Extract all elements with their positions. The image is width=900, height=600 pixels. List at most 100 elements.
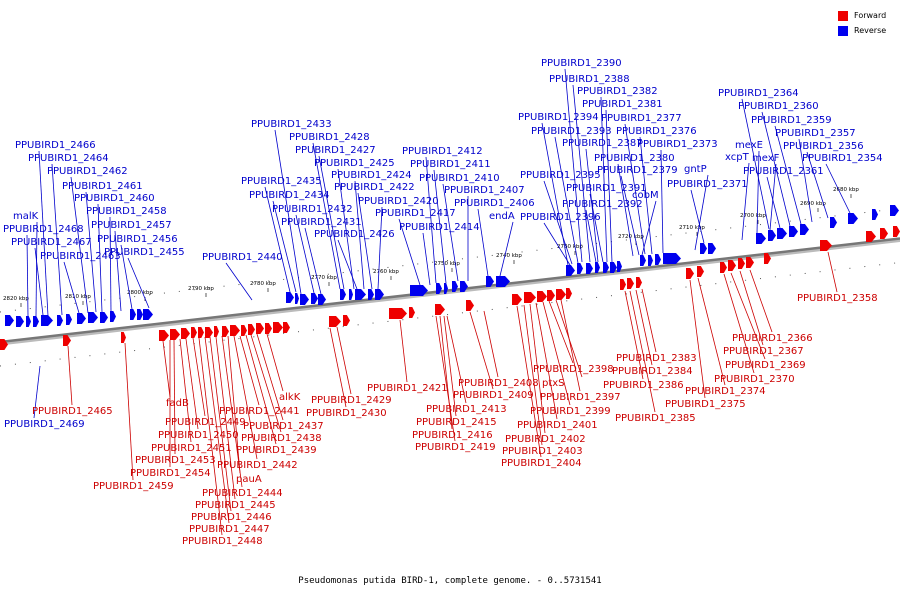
gene-arrow-reverse-ppubird1-2433-17[interactable]	[311, 293, 318, 304]
gene-arrow-reverse-ppubird1-2425-23[interactable]	[375, 289, 384, 300]
gene-arrow-forward-ppubird1-2465-0[interactable]	[0, 339, 8, 350]
gene-arrow-forward-ppubird1-2444-12[interactable]	[241, 325, 247, 336]
gene-arrow-forward-ppubird1-2374-42[interactable]	[880, 228, 888, 239]
leader-ppubird1-2420	[377, 206, 383, 290]
gene-arrow-reverse-ppubird1-2468-1[interactable]	[16, 316, 24, 327]
gene-arrow-reverse-ppubird1-2381-45[interactable]	[768, 230, 776, 241]
gene-arrow-reverse-ppubird1-2455-13[interactable]	[143, 309, 153, 320]
leader-ppubird1-2408	[483, 310, 499, 378]
gene-arrow-reverse-ppubird1-2391-40[interactable]	[655, 254, 661, 265]
gene-arrow-reverse-ppubird1-2388-42[interactable]	[700, 243, 707, 254]
gene-arrow-forward-ppubird1-2404-29[interactable]	[566, 288, 572, 299]
gene-arrow-reverse-ppubird1-2464-5[interactable]	[57, 315, 63, 326]
gene-arrow-reverse-ppubird1-2440-14[interactable]	[286, 292, 294, 303]
gene-arrow-reverse-ppubird1-2412-29[interactable]	[486, 276, 494, 287]
gene-arrow-reverse-ppubird1-2434-16[interactable]	[300, 294, 309, 305]
gene-arrow-reverse-ppubird1-2414-28[interactable]	[460, 281, 468, 292]
gene-arrow-forward-ppubird1-2430-20[interactable]	[389, 308, 407, 319]
gene-arrow-forward-ppubird1-2408-28[interactable]	[556, 289, 566, 300]
gene-arrow-forward-ppubird1-2449-7[interactable]	[198, 327, 204, 338]
gene-arrow-forward-ppubird1-2447-9[interactable]	[214, 326, 219, 337]
gene-arrow-reverse-malk-2[interactable]	[26, 316, 31, 327]
gene-arrow-forward-paua-13[interactable]	[248, 324, 255, 335]
gene-arrow-reverse-ppubird1-2469-0[interactable]	[5, 315, 14, 326]
gene-arrow-reverse-ppubird1-2410-31[interactable]	[566, 265, 575, 276]
gene-arrow-reverse-enda-34[interactable]	[595, 262, 600, 273]
gene-arrow-forward-ppubird1-2450-6[interactable]	[191, 327, 197, 338]
gene-arrow-forward-ppubird1-2446-10[interactable]	[222, 326, 229, 337]
gene-arrow-forward-ppubird1-2438-17[interactable]	[283, 322, 290, 333]
gene-arrow-reverse-ppubird1-2392-39[interactable]	[648, 255, 653, 266]
gene-arrow-forward-alkk-19[interactable]	[343, 315, 350, 326]
gene-arrow-forward-ppubird1-2401-32[interactable]	[636, 277, 642, 288]
gene-arrow-reverse-ppubird1-2406-33[interactable]	[586, 263, 593, 274]
gene-arrow-forward-ppubird1-2429-21[interactable]	[409, 307, 415, 318]
gene-arrow-forward-ppubird1-2439-16[interactable]	[273, 322, 283, 333]
gene-arrow-reverse-ppubird1-2395-36[interactable]	[610, 262, 617, 273]
gene-arrow-reverse-ppubird1-2382-44[interactable]	[756, 233, 766, 244]
gene-arrow-reverse-ppubird1-2458-10[interactable]	[110, 311, 116, 322]
gene-arrow-forward-ppubird1-2441-15[interactable]	[265, 323, 272, 334]
gene-arrow-forward-ppubird1-2383-40[interactable]	[820, 240, 832, 251]
gene-arrow-reverse-ppubird1-2390-41[interactable]	[663, 253, 681, 264]
gene-arrow-reverse-ppubird1-2380-46[interactable]	[777, 228, 787, 239]
gene-arrow-reverse-ppubird1-2387-43[interactable]	[708, 243, 716, 254]
gene-arrow-forward-ppubird1-2453-4[interactable]	[170, 329, 180, 340]
gene-arrow-reverse-ppubird1-2411-30[interactable]	[496, 276, 510, 287]
gene-arrow-reverse-ppubird1-2432-18[interactable]	[318, 294, 326, 305]
gene-arrow-reverse-ppubird1-2417-27[interactable]	[452, 281, 458, 292]
gene-arrow-forward-ppubird1-2451-5[interactable]	[181, 328, 190, 339]
gene-arrow-forward-ppubird1-2386-37[interactable]	[738, 258, 745, 269]
gene-arrow-reverse-ppubird1-2424-24[interactable]	[410, 285, 428, 296]
gene-arrow-forward-ppubird1-2448-8[interactable]	[205, 327, 213, 338]
gene-arrow-forward-ppubird1-2409-27[interactable]	[547, 290, 555, 301]
gene-arrow-forward-ppubird1-2419-23[interactable]	[466, 300, 474, 311]
gene-arrow-reverse-ppubird1-2462-7[interactable]	[77, 313, 86, 324]
gene-arrow-reverse-ppubird1-2467-3[interactable]	[33, 316, 39, 327]
gene-arrow-reverse-ppubird1-2396-35[interactable]	[603, 262, 609, 273]
gene-arrow-forward-fadb-2[interactable]	[121, 332, 126, 343]
gene-arrow-forward-ppubird1-2415-25[interactable]	[524, 292, 536, 303]
gene-arrow-forward-ptxs-35[interactable]	[720, 262, 727, 273]
gene-arrow-reverse-ppubird1-2427-21[interactable]	[355, 289, 366, 300]
gene-arrow-forward-ppubird1-2437-18[interactable]	[329, 316, 341, 327]
gene-arrow-forward-ppubird1-2421-22[interactable]	[435, 304, 445, 315]
gene-arrow-reverse-ppubird1-2407-32[interactable]	[577, 263, 583, 274]
gene-arrow-reverse-ppubird1-2422-25[interactable]	[436, 283, 442, 294]
gene-arrow-reverse-ppubird1-2463-6[interactable]	[66, 314, 72, 325]
gene-arrow-reverse-ppubird1-2426-22[interactable]	[368, 289, 374, 300]
gene-arrow-forward-ppubird1-2445-11[interactable]	[230, 325, 240, 336]
gene-arrow-reverse-ppubird1-2373-51[interactable]	[872, 209, 878, 220]
gene-arrows[interactable]	[0, 205, 900, 350]
gene-arrow-reverse-ppubird1-2457-11[interactable]	[130, 309, 136, 320]
gene-arrow-forward-ppubird1-2385-38[interactable]	[746, 257, 754, 268]
gene-arrow-forward-ppubird1-2413-26[interactable]	[537, 291, 547, 302]
gene-arrow-reverse-ppubird1-2393-38[interactable]	[640, 255, 646, 266]
gene-arrow-reverse-ppubird1-2460-9[interactable]	[100, 312, 108, 323]
gene-arrow-forward-ppubird1-2399-33[interactable]	[686, 268, 694, 279]
gene-arrow-forward-ppubird1-2398-34[interactable]	[697, 266, 704, 277]
gene-arrow-forward-ppubird1-2416-24[interactable]	[512, 294, 522, 305]
gene-arrow-forward-ppubird1-2384-39[interactable]	[764, 253, 771, 264]
gene-arrow-reverse-ppubird1-2428-20[interactable]	[349, 289, 353, 300]
gene-arrow-reverse-ppubird1-2377-49[interactable]	[830, 217, 837, 228]
gene-arrow-reverse-ppubird1-2394-37[interactable]	[617, 261, 622, 272]
gene-arrow-forward-ppubird1-2454-3[interactable]	[159, 330, 169, 341]
gene-arrow-reverse-ppubird1-2435-15[interactable]	[295, 293, 299, 304]
gene-arrow-reverse-gntp-52[interactable]	[890, 205, 899, 216]
gene-arrow-reverse-ppubird1-2466-4[interactable]	[41, 315, 53, 326]
gene-arrow-forward-ppubird1-2442-14[interactable]	[256, 323, 264, 334]
gene-arrow-forward-ppubird1-2459-1[interactable]	[63, 335, 71, 346]
gene-arrow-reverse-ppubird1-2420-26[interactable]	[444, 283, 448, 294]
gene-arrow-reverse-ppubird1-2376-50[interactable]	[848, 213, 858, 224]
gene-arrow-reverse-ppubird1-2431-19[interactable]	[340, 289, 346, 300]
gene-arrow-reverse-cobm-48[interactable]	[800, 224, 809, 235]
gene-arrow-reverse-ppubird1-2456-12[interactable]	[137, 309, 143, 320]
gene-arrow-reverse-ppubird1-2379-47[interactable]	[789, 226, 798, 237]
gene-arrow-forward-ppubird1-2375-41[interactable]	[866, 231, 876, 242]
gene-arrow-forward-ppubird1-2403-30[interactable]	[620, 279, 626, 290]
gene-arrow-forward-ppubird1-2402-31[interactable]	[627, 278, 634, 289]
gene-arrow-forward-ppubird1-2370-43[interactable]	[893, 226, 900, 237]
gene-arrow-reverse-ppubird1-2461-8[interactable]	[88, 312, 98, 323]
gene-arrow-forward-ppubird1-2397-36[interactable]	[728, 260, 736, 271]
